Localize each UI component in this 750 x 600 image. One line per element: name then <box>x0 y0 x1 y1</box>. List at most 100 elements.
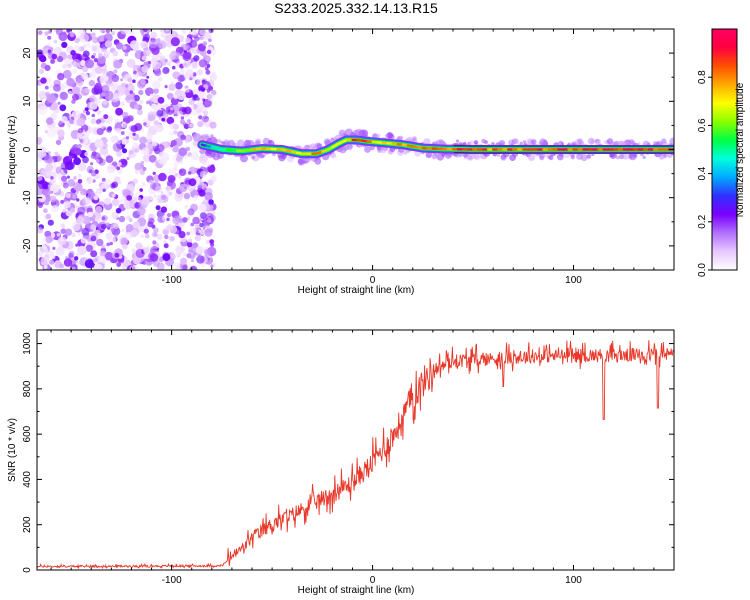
noise-blob <box>96 187 103 195</box>
noise-blob <box>180 257 188 265</box>
noise-blob <box>128 218 133 222</box>
noise-blob <box>124 96 131 102</box>
colorbar-gradient <box>711 28 738 271</box>
noise-blob <box>77 46 82 52</box>
noise-blob <box>82 156 89 164</box>
y-tick-label: -20 <box>22 238 33 253</box>
noise-blob <box>110 30 116 36</box>
noise-blob <box>153 61 162 69</box>
noise-blob <box>114 122 123 131</box>
noise-blob <box>45 235 53 244</box>
noise-blob <box>146 133 153 140</box>
noise-blob <box>47 35 52 40</box>
noise-blob <box>74 147 82 156</box>
noise-blob <box>62 182 69 189</box>
halo-blob <box>623 154 629 160</box>
noise-blob <box>128 182 136 190</box>
noise-blob <box>133 70 137 75</box>
halo-blob <box>287 155 294 163</box>
noise-blob <box>39 55 47 63</box>
noise-blob <box>47 94 57 104</box>
noise-blob <box>93 263 103 270</box>
noise-blob <box>60 116 68 123</box>
noise-blob <box>77 206 86 215</box>
noise-blob <box>61 41 68 49</box>
noise-blob <box>195 230 201 236</box>
noise-blob <box>44 230 52 238</box>
noise-blob <box>101 244 106 249</box>
noise-blob <box>57 129 65 137</box>
halo-blob <box>458 153 463 158</box>
noise-blob <box>164 58 168 63</box>
halo-blob <box>616 155 620 160</box>
y-tick-label: 10 <box>22 95 33 107</box>
noise-blob <box>189 123 194 128</box>
noise-blob <box>96 109 102 115</box>
noise-blob <box>88 79 96 87</box>
noise-blob <box>186 231 191 236</box>
noise-blob <box>139 136 148 145</box>
noise-blob <box>153 194 157 198</box>
noise-blob <box>85 42 91 49</box>
noise-blob <box>110 228 115 232</box>
noise-blob <box>56 140 61 144</box>
noise-blob <box>98 53 103 58</box>
spectrogram-xlabel: Height of straight line (km) <box>298 285 415 296</box>
halo-blob <box>358 129 366 137</box>
noise-blob <box>153 87 159 94</box>
noise-blob <box>134 162 143 171</box>
noise-blob <box>171 65 176 70</box>
noise-blob <box>85 146 91 153</box>
noise-blob <box>105 155 114 163</box>
noise-blob <box>192 132 202 142</box>
noise-blob <box>112 50 118 57</box>
noise-blob <box>80 237 87 244</box>
noise-blob <box>126 157 130 160</box>
noise-blob <box>94 138 100 144</box>
y-tick-label: 0 <box>22 146 33 152</box>
noise-blob <box>43 208 48 214</box>
noise-blob <box>62 208 67 213</box>
noise-blob <box>201 115 209 123</box>
noise-blob <box>111 193 116 198</box>
noise-blob <box>194 224 201 230</box>
halo-blob <box>659 155 664 160</box>
noise-blob <box>151 103 158 110</box>
noise-blob <box>99 250 106 257</box>
noise-blob <box>143 122 147 126</box>
colorbar-tick-label: 0.6 <box>697 118 708 132</box>
noise-blob <box>181 108 186 113</box>
noise-blob <box>98 122 106 130</box>
noise-blob <box>190 222 195 227</box>
noise-blob <box>168 168 177 177</box>
noise-blob <box>209 121 217 129</box>
noise-blob <box>170 140 177 147</box>
noise-blob <box>200 87 206 92</box>
noise-blob <box>158 40 167 49</box>
noise-blob <box>77 128 84 134</box>
noise-blob <box>76 198 80 202</box>
noise-blob <box>102 86 108 92</box>
noise-blob <box>141 181 146 187</box>
noise-blob <box>118 180 122 185</box>
noise-blob <box>111 181 119 188</box>
noise-blob <box>93 195 99 201</box>
noise-blob <box>160 152 169 161</box>
noise-blob <box>158 172 167 182</box>
noise-blob <box>111 198 120 207</box>
noise-blob <box>164 234 169 240</box>
noise-blob <box>44 85 49 90</box>
noise-blob <box>79 33 89 43</box>
noise-blob <box>194 234 202 242</box>
noise-blob <box>130 199 135 204</box>
noise-blob <box>156 144 165 153</box>
noise-blob <box>196 69 203 76</box>
noise-blob <box>177 75 185 83</box>
noise-blob <box>173 262 179 268</box>
halo-blob <box>384 134 388 138</box>
noise-blob <box>186 216 191 221</box>
halo-blob <box>262 137 271 146</box>
colorbar: 0.0 0.2 0.4 0.6 0.8 <box>697 28 738 277</box>
noise-blob <box>152 240 157 245</box>
